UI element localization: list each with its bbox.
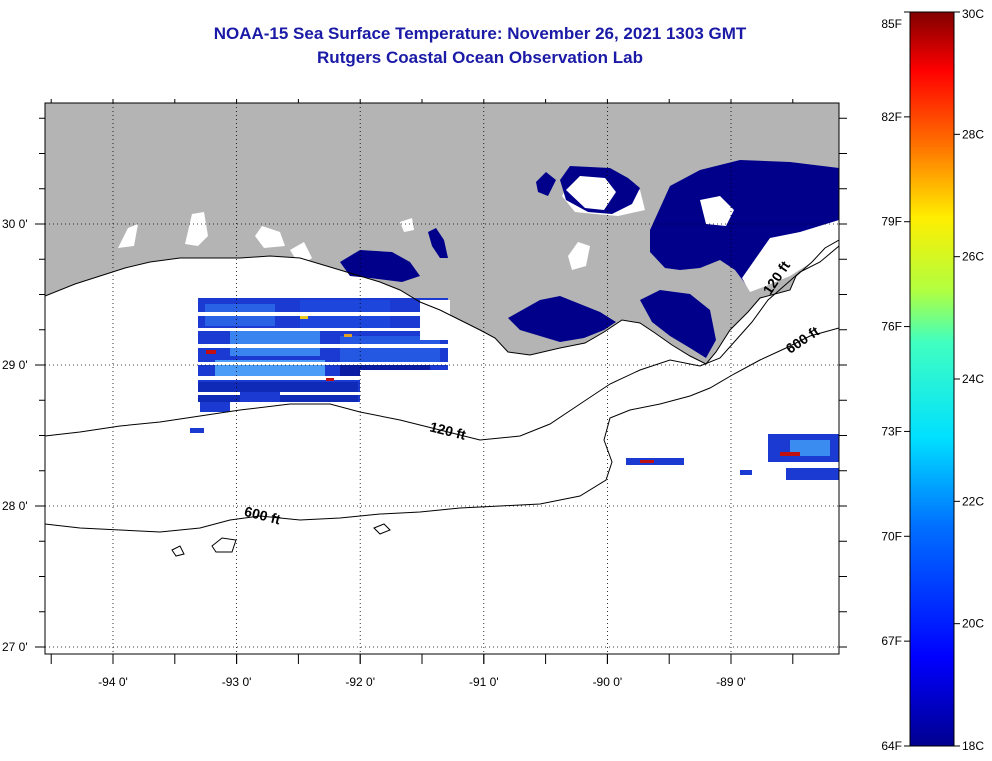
sst-cold-patch — [536, 172, 556, 196]
cloud-patch — [742, 220, 839, 292]
colorbar-c-label: 22C — [962, 494, 984, 508]
colorbar-c-label: 28C — [962, 127, 984, 141]
colorbar-f-label: 85F — [881, 17, 902, 31]
lon-tick-label: -93 0' — [222, 675, 252, 689]
graticule — [45, 103, 839, 654]
cloud-patch — [400, 218, 414, 232]
coastline — [45, 239, 839, 365]
map-subtitle: Rutgers Coastal Ocean Observation Lab — [317, 48, 643, 67]
colorbar-fahrenheit-labels: 85F 82F 79F 76F 73F 70F 67F 64F — [881, 11, 910, 753]
cloud-patch — [566, 176, 616, 210]
title-block: NOAA-15 Sea Surface Temperature: Novembe… — [40, 22, 920, 70]
colorbar-f-label: 79F — [881, 215, 902, 229]
isobath-600ft — [45, 327, 839, 533]
colorbar-c-label: 20C — [962, 617, 984, 631]
isobath-120ft — [45, 245, 839, 441]
sst-swath-west — [190, 298, 450, 433]
lat-tick-label: 27 0' — [2, 640, 28, 654]
longitude-labels: -94 0' -93 0' -92 0' -91 0' -90 0' -89 0' — [98, 675, 746, 689]
cloud-patch — [700, 196, 734, 226]
colorbar-f-label: 82F — [881, 110, 902, 124]
colorbar-f-label: 64F — [881, 739, 902, 753]
colorbar-c-label: 30C — [962, 7, 984, 21]
isobath-600ft-islet — [211, 537, 237, 553]
latitude-labels: 30 0' 29 0' 28 0' 27 0' — [2, 217, 28, 654]
colorbar — [909, 11, 955, 747]
colorbar-celsius-labels: 30C 28C 26C 24C 22C 20C 18C — [954, 7, 984, 753]
lon-tick-label: -89 0' — [716, 675, 746, 689]
frame-ticks — [35, 99, 847, 664]
lon-tick-label: -90 0' — [593, 675, 623, 689]
lon-tick-label: -94 0' — [98, 675, 128, 689]
map-title: NOAA-15 Sea Surface Temperature: Novembe… — [213, 24, 747, 43]
cloud-patch — [118, 224, 138, 248]
colorbar-c-label: 26C — [962, 250, 984, 264]
cloud-patch — [255, 226, 285, 248]
lon-tick-label: -91 0' — [469, 675, 499, 689]
sst-cold-patch — [640, 290, 716, 358]
lat-tick-label: 28 0' — [2, 499, 28, 513]
colorbar-f-label: 76F — [881, 320, 902, 334]
colorbar-f-label: 67F — [881, 634, 902, 648]
colorbar-f-label: 73F — [881, 424, 902, 438]
cloud-patch — [568, 242, 590, 270]
colorbar-c-label: 24C — [962, 372, 984, 386]
sst-cold-patch — [340, 250, 420, 282]
lat-tick-label: 30 0' — [2, 217, 28, 231]
lat-tick-label: 29 0' — [2, 358, 28, 372]
isobath-600ft-islet — [373, 523, 391, 535]
isobath-600ft-islet — [171, 545, 185, 557]
sst-cold-patch — [508, 296, 616, 342]
sst-cold-patch — [428, 228, 448, 258]
land-mass — [45, 103, 839, 364]
colorbar-c-label: 18C — [962, 739, 984, 753]
cloud-patch — [185, 212, 208, 246]
sst-swath-east — [626, 434, 839, 480]
lon-tick-label: -92 0' — [345, 675, 375, 689]
colorbar-f-label: 70F — [881, 529, 902, 543]
map-frame — [44, 102, 840, 655]
